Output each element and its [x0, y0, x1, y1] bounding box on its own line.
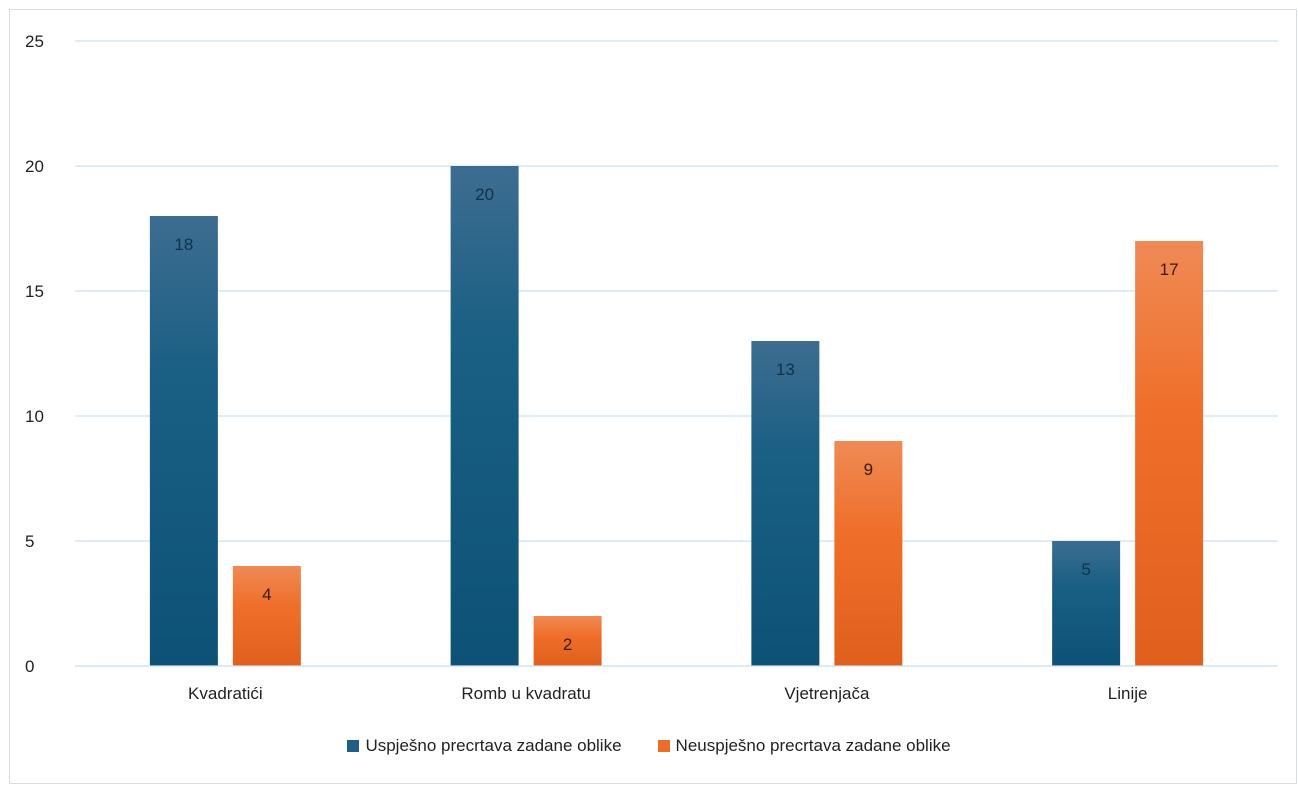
data-label: 18: [174, 235, 193, 254]
legend-item-series-2: Neuspješno precrtava zadane oblike: [657, 736, 951, 756]
data-label: 20: [475, 185, 494, 204]
bar-series-1: [450, 166, 519, 666]
data-label: 13: [776, 360, 795, 379]
x-category-label: Romb u kvadratu: [461, 684, 590, 703]
y-tick-label: 0: [25, 657, 34, 676]
y-axis-ticks: 0 5 10 15 20 25: [25, 32, 44, 676]
x-category-label: Kvadratići: [188, 684, 263, 703]
bar-series-1: [1052, 541, 1121, 666]
bar-series-1: [149, 216, 218, 666]
legend-swatch-series-2: [657, 740, 670, 752]
data-label: 2: [563, 635, 572, 654]
bar-series-2: [834, 441, 903, 666]
legend-item-series-1: Uspješno precrtava zadane oblike: [347, 736, 622, 756]
legend: Uspješno precrtava zadane oblike Neuspje…: [0, 736, 1298, 756]
x-axis-categories: Kvadratići Romb u kvadratu Vjetrenjača Lini…: [75, 665, 1278, 703]
x-category-label: Linije: [1108, 684, 1148, 703]
y-tick-label: 5: [25, 532, 34, 551]
bar-series-2: [232, 566, 301, 666]
data-label: 17: [1160, 260, 1179, 279]
bar-series-1: [751, 341, 820, 666]
y-tick-label: 20: [25, 157, 44, 176]
y-tick-label: 10: [25, 407, 44, 426]
data-label: 4: [262, 585, 271, 604]
data-label: 9: [864, 460, 873, 479]
y-tick-label: 25: [25, 32, 44, 51]
bar-series-2: [1135, 241, 1204, 666]
legend-swatch-series-1: [347, 740, 360, 752]
legend-label-series-1: Uspješno precrtava zadane oblike: [365, 736, 622, 755]
bar-series-2: [533, 616, 602, 666]
x-category-label: Vjetrenjača: [784, 684, 870, 703]
data-label: 5: [1081, 560, 1090, 579]
legend-label-series-2: Neuspješno precrtava zadane oblike: [675, 736, 951, 755]
bars: 18 4 20 2 13 9 5 17: [149, 166, 1204, 666]
y-tick-label: 15: [25, 282, 44, 301]
